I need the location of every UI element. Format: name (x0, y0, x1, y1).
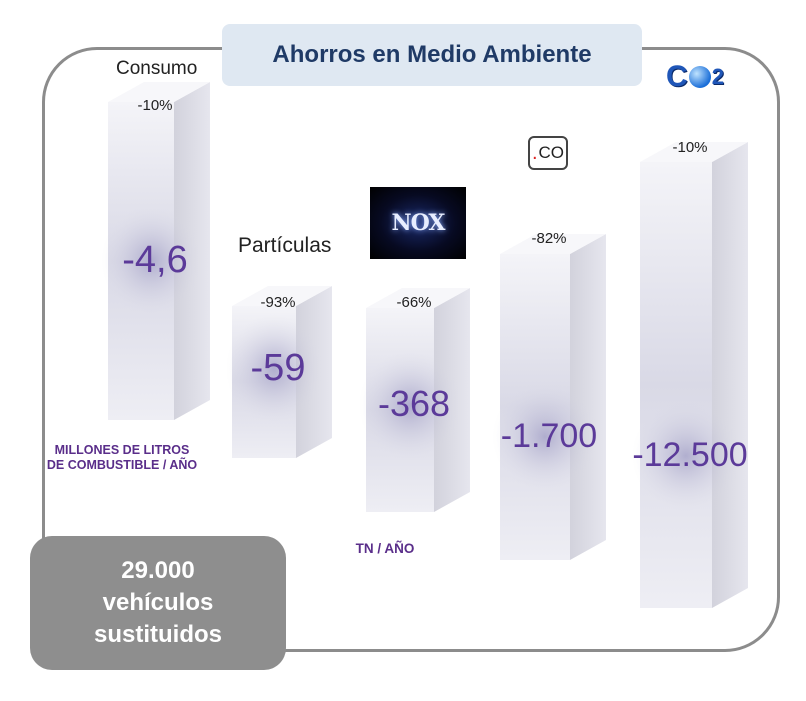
summary-replaced: sustituidos (93, 621, 222, 648)
percent-label: -82% (531, 230, 566, 247)
bar-group: -82% -1.700 (492, 230, 606, 560)
percent-label: -66% (396, 294, 431, 311)
percent-label: -10% (672, 139, 707, 156)
bar-top (640, 142, 748, 162)
bar-glow (632, 400, 740, 511)
co-icon-text: CO (538, 143, 565, 162)
co-icon: . CO (528, 136, 568, 170)
bar-glow (101, 205, 201, 316)
value-label: -12.500 (632, 436, 747, 474)
value-label: -59 (251, 347, 306, 389)
bar-top (500, 234, 606, 254)
co2-icon-c: C (666, 60, 688, 93)
percent-label: -93% (260, 294, 295, 311)
bar (640, 162, 712, 608)
category-label-consumo: Consumo (116, 58, 198, 79)
bar-top (366, 288, 470, 308)
bar-group: -66% -368 (359, 288, 470, 512)
bar-top (108, 82, 210, 102)
unit-label-fuel: MILLONES DE LITROS DE COMBUSTIBLE / AÑO (22, 443, 222, 473)
value-label: -1.700 (501, 417, 597, 455)
bar-side (712, 142, 748, 608)
summary-box: 29.000 vehículos sustituidos (30, 536, 286, 670)
unit-label-fuel-line1: MILLONES DE LITROS (54, 443, 190, 457)
percent-label: -10% (137, 97, 172, 114)
category-label-particulas: Partículas (238, 234, 332, 257)
summary-count: 29.000 (121, 557, 195, 584)
bar-group: -10% -4,6 (101, 82, 210, 420)
unit-label-tons: TN / AÑO (355, 541, 415, 556)
bar-glow (359, 350, 461, 461)
bar-group: -93% -59 (226, 286, 332, 458)
co2-icon-2: 2 (711, 64, 724, 89)
value-label: -368 (378, 383, 450, 424)
value-label: -4,6 (122, 239, 187, 281)
bar-group: -10% -12.500 (632, 139, 748, 608)
bar-glow (226, 313, 322, 424)
nox-icon: NOX (370, 187, 466, 259)
summary-vehicles: vehículos (102, 589, 214, 616)
chart-title: Ahorros en Medio Ambiente (222, 24, 642, 86)
bar-glow (492, 381, 598, 492)
bar-top (232, 286, 332, 306)
co-icon-dot: . (531, 142, 538, 164)
globe-icon (688, 66, 711, 88)
unit-label-fuel-line2: DE COMBUSTIBLE / AÑO (46, 458, 198, 472)
